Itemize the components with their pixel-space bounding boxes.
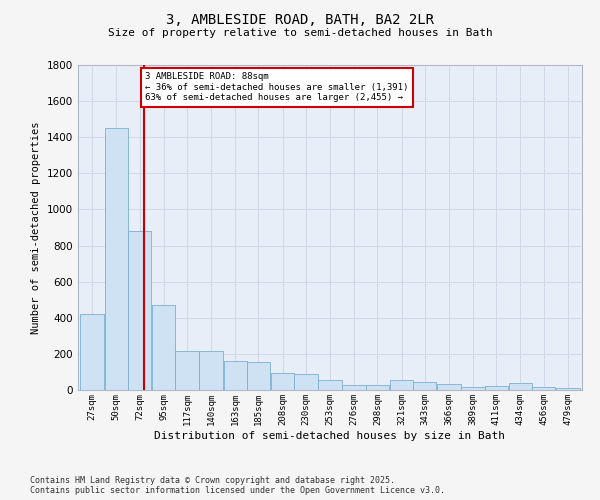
Bar — [365, 386, 389, 390]
Bar — [128, 231, 151, 390]
X-axis label: Distribution of semi-detached houses by size in Bath: Distribution of semi-detached houses by … — [155, 430, 505, 440]
Text: Size of property relative to semi-detached houses in Bath: Size of property relative to semi-detach… — [107, 28, 493, 38]
Bar — [294, 374, 317, 390]
Text: Contains HM Land Registry data © Crown copyright and database right 2025.
Contai: Contains HM Land Registry data © Crown c… — [30, 476, 445, 495]
Bar — [247, 362, 270, 390]
Bar — [437, 384, 461, 390]
Bar — [485, 386, 508, 390]
Bar — [152, 305, 175, 390]
Text: 3 AMBLESIDE ROAD: 88sqm
← 36% of semi-detached houses are smaller (1,391)
63% of: 3 AMBLESIDE ROAD: 88sqm ← 36% of semi-de… — [145, 72, 409, 102]
Bar — [509, 383, 532, 390]
Bar — [343, 384, 366, 390]
Text: 3, AMBLESIDE ROAD, BATH, BA2 2LR: 3, AMBLESIDE ROAD, BATH, BA2 2LR — [166, 12, 434, 26]
Bar — [318, 380, 342, 390]
Bar — [80, 314, 104, 390]
Bar — [532, 388, 556, 390]
Bar — [199, 351, 223, 390]
Bar — [413, 382, 436, 390]
Bar — [224, 361, 247, 390]
Bar — [556, 388, 580, 390]
Bar — [104, 128, 128, 390]
Bar — [390, 380, 413, 390]
Bar — [175, 351, 199, 390]
Bar — [461, 388, 485, 390]
Bar — [271, 373, 295, 390]
Y-axis label: Number of semi-detached properties: Number of semi-detached properties — [31, 121, 41, 334]
